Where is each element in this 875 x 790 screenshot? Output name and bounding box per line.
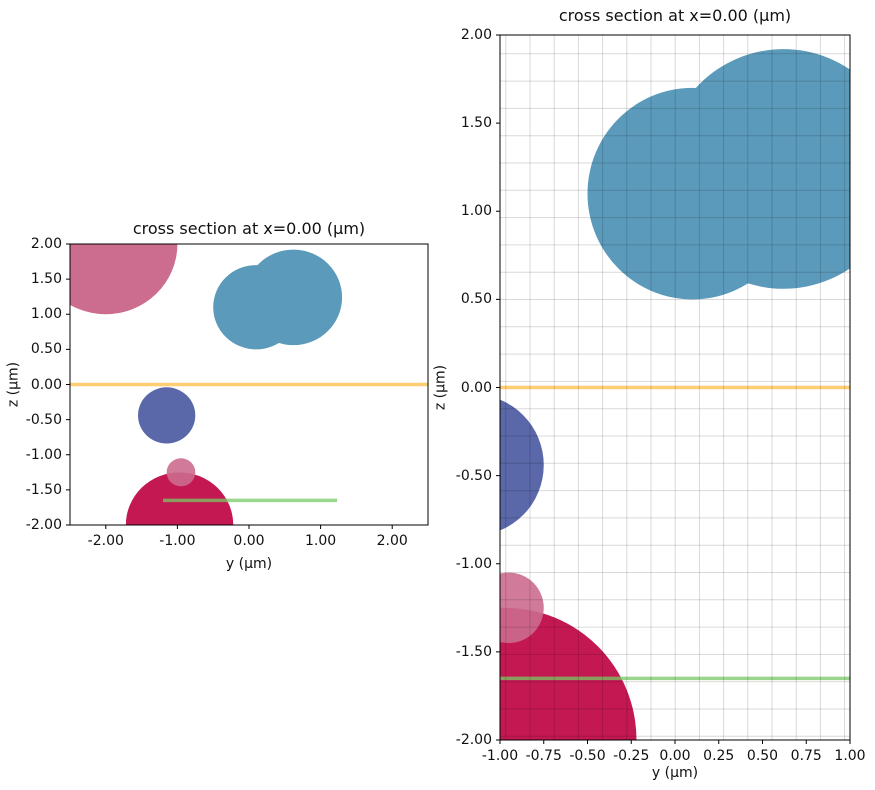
x-axis-label-right: y (μm): [651, 765, 699, 781]
y-tick-label-right: -1.00: [455, 555, 492, 572]
sphere-navy: [138, 387, 196, 444]
x-tick-label-right: -0.25: [613, 748, 650, 764]
x-tick-label-left: -2.00: [87, 533, 124, 549]
y-tick-label-right: -2.00: [455, 732, 492, 748]
tick-marks: [496, 34, 851, 744]
y-tick-label-left: -2.00: [25, 517, 62, 533]
sphere-crimson: [500, 607, 637, 740]
sphere-blue-right: [244, 249, 343, 346]
y-tick-label-left: -1.50: [25, 481, 62, 498]
sphere-pink-large: [70, 244, 178, 315]
y-tick-label-left: -1.00: [25, 446, 62, 463]
x-tick-label-right: -0.50: [569, 748, 606, 764]
y-tick-label-left: 1.00: [30, 306, 62, 323]
sphere-pink-small: [166, 458, 196, 487]
y-tick-label-left: 2.00: [30, 236, 62, 252]
y-tick-label-right: 2.00: [460, 27, 492, 43]
y-tick-label-left: 0.50: [30, 341, 62, 358]
x-tick-label-left: 0.00: [233, 533, 265, 549]
plot-title-left: cross section at x=0.00 (μm): [132, 219, 366, 238]
x-tick-label-right: 0.75: [790, 748, 822, 764]
x-tick-label-right: 0.25: [703, 748, 735, 764]
y-tick-label-right: 0.50: [460, 291, 492, 308]
x-axis-label-left: y (μm): [225, 556, 273, 572]
y-tick-label-left: 1.50: [30, 271, 62, 288]
x-tick-label-right: -0.75: [525, 748, 562, 764]
y-tick-label-right: -1.50: [455, 643, 492, 660]
y-tick-label-left: -0.50: [25, 411, 62, 428]
x-tick-label-right: -1.00: [481, 748, 519, 764]
sphere-blue-right: [664, 49, 850, 289]
plot-title-right: cross section at x=0.00 (μm): [558, 6, 792, 25]
x-tick-label-left: -1.00: [159, 533, 196, 549]
y-tick-label-right: 1.00: [460, 203, 492, 220]
x-tick-label-left: 1.00: [305, 533, 337, 549]
grid-lines: [500, 35, 850, 740]
tick-marks: [66, 243, 393, 529]
y-tick-label-right: 1.50: [460, 115, 492, 132]
sphere-navy: [500, 399, 544, 531]
y-tick-label-right: 0.00: [460, 379, 492, 396]
y-tick-label-right: -0.50: [455, 467, 492, 484]
x-tick-label-right: 1.00: [834, 748, 866, 764]
x-tick-label-left: 2.00: [376, 533, 408, 549]
y-tick-label-left: 0.00: [30, 376, 62, 393]
x-tick-label-right: 0.50: [746, 748, 779, 764]
sphere-pink-small: [500, 572, 544, 644]
x-tick-label-right: 0.00: [659, 748, 691, 764]
